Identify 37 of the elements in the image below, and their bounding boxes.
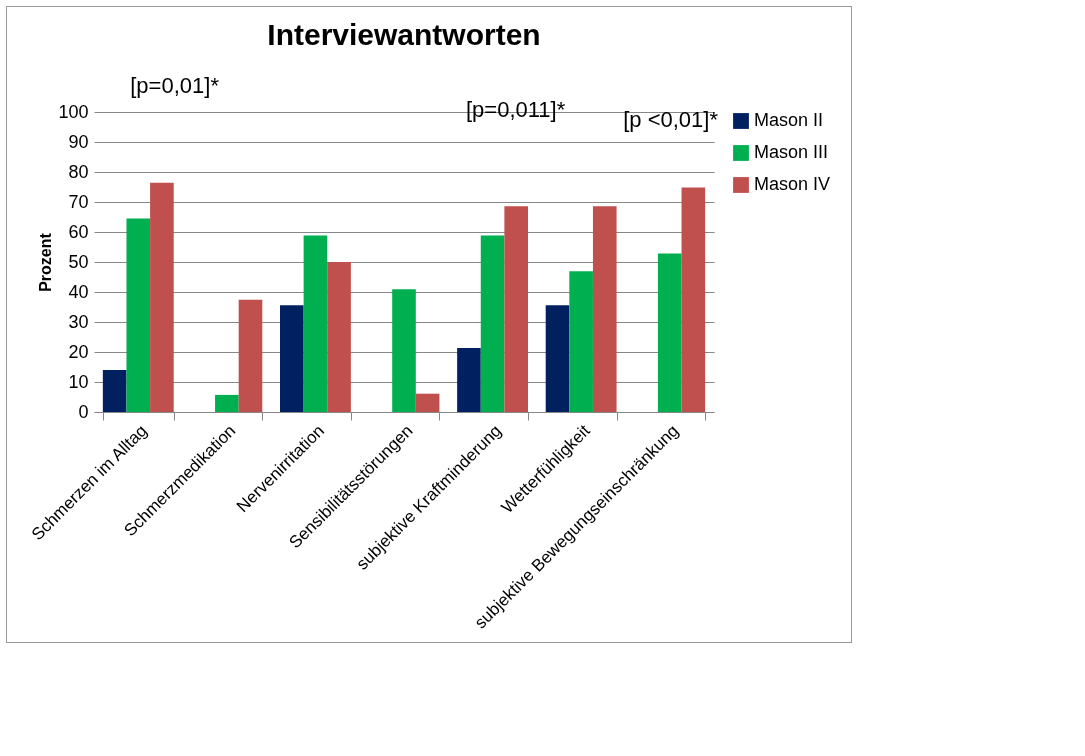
legend-label: Mason IV bbox=[754, 174, 831, 194]
y-tick-label: 0 bbox=[78, 401, 89, 422]
y-tick-label: 90 bbox=[68, 131, 89, 152]
bar bbox=[657, 253, 682, 412]
chart-title: Interviewantworten bbox=[267, 18, 541, 51]
bar bbox=[504, 206, 528, 412]
bar bbox=[480, 235, 505, 412]
bar bbox=[392, 289, 416, 412]
y-tick-label: 30 bbox=[68, 311, 89, 332]
y-tick-label: 20 bbox=[68, 341, 89, 362]
bar bbox=[457, 348, 481, 412]
bar bbox=[681, 187, 706, 412]
legend-label: Mason III bbox=[754, 142, 829, 162]
bar bbox=[150, 182, 174, 412]
bar bbox=[545, 305, 570, 412]
y-tick-label: 40 bbox=[68, 281, 89, 302]
y-tick-label: 10 bbox=[68, 371, 89, 392]
bar bbox=[238, 299, 263, 412]
legend-label: Mason II bbox=[754, 110, 824, 130]
y-tick-label: 60 bbox=[68, 221, 89, 242]
y-tick-label: 100 bbox=[58, 101, 89, 122]
bar bbox=[327, 262, 351, 412]
bar bbox=[569, 271, 593, 412]
bar bbox=[215, 394, 239, 412]
bar bbox=[280, 305, 304, 412]
y-tick-label: 80 bbox=[68, 161, 89, 182]
y-tick-label: 70 bbox=[68, 191, 89, 212]
bar bbox=[415, 393, 440, 412]
bar bbox=[592, 206, 617, 412]
bar bbox=[126, 218, 151, 412]
y-tick-label: 50 bbox=[68, 251, 89, 272]
annotation: [p=0,011]* bbox=[465, 97, 566, 122]
bar bbox=[102, 370, 127, 412]
text: [p=0,01]* bbox=[130, 73, 220, 98]
y-axis-title: Prozent bbox=[37, 232, 55, 292]
annotation: [p <0,01]* bbox=[623, 107, 719, 132]
bar bbox=[303, 235, 328, 412]
